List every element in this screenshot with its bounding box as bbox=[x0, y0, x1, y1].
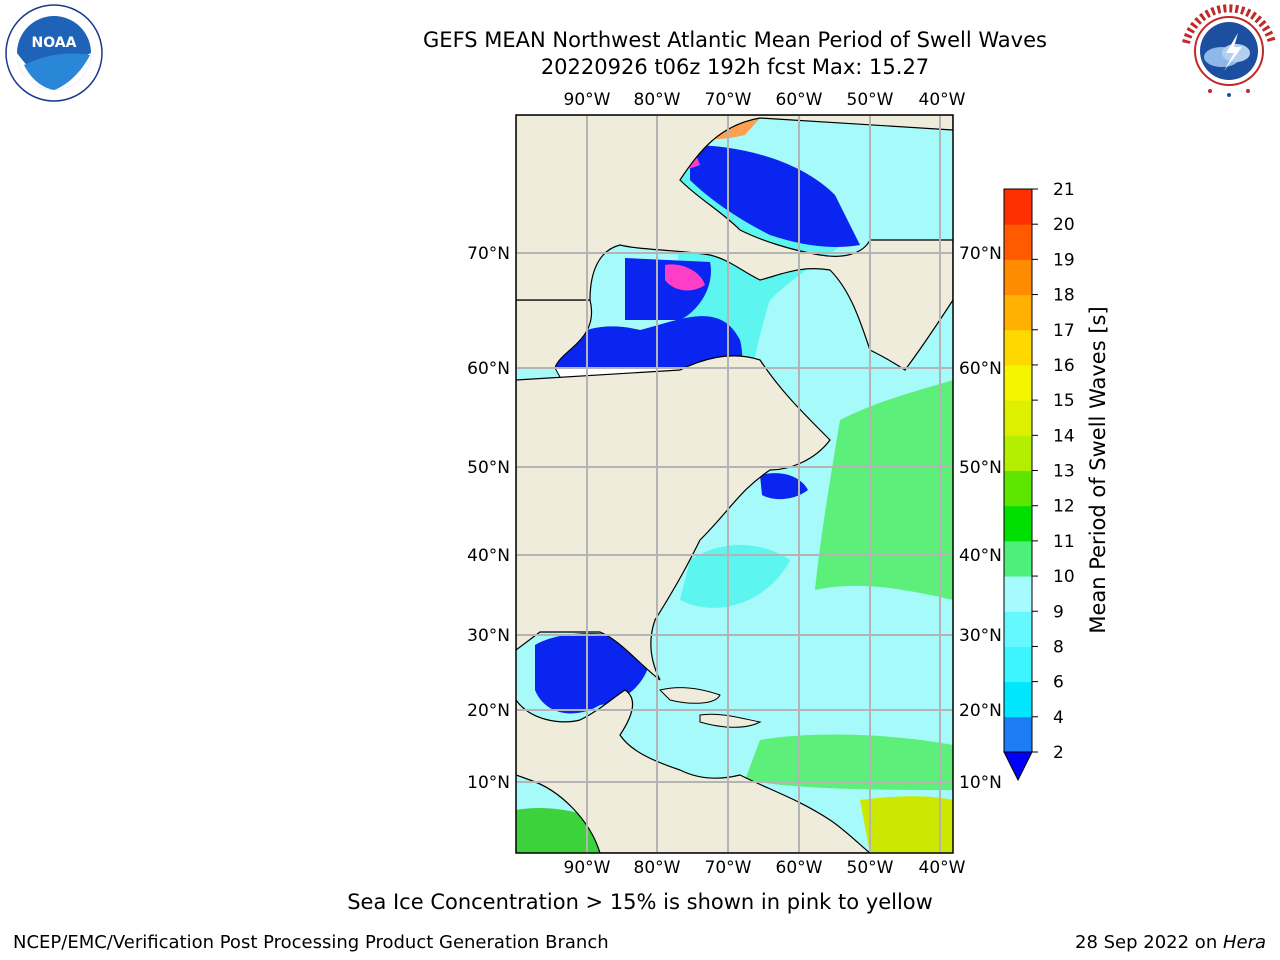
sea-ice-caption: Sea Ice Concentration > 15% is shown in … bbox=[347, 890, 933, 914]
colorbar-segment bbox=[1004, 611, 1032, 647]
colorbar-label: Mean Period of Swell Waves [s] bbox=[1086, 306, 1110, 633]
land-caribbean-islands bbox=[659, 687, 762, 728]
lat-label-left: 30°N bbox=[467, 626, 510, 646]
lat-label-left: 70°N bbox=[467, 244, 510, 264]
colorbar-tick-label: 12 bbox=[1053, 497, 1075, 517]
colorbar-tick-label: 11 bbox=[1053, 532, 1075, 552]
colorbar-segment bbox=[1004, 364, 1032, 401]
noaa-logo: NOAA bbox=[5, 4, 103, 102]
map-frame bbox=[515, 114, 954, 854]
lat-label-right: 60°N bbox=[959, 359, 1002, 379]
colorbar-segment bbox=[1004, 294, 1032, 331]
colorbar-tick-label: 10 bbox=[1053, 567, 1075, 587]
colorbar-segment bbox=[1004, 470, 1032, 507]
gulf-of-st-lawrence-blue bbox=[760, 473, 808, 500]
colorbar-segment bbox=[1004, 259, 1032, 296]
colorbar-segment bbox=[1004, 435, 1032, 471]
colorbar-tick-label: 6 bbox=[1053, 673, 1064, 693]
green-swell-region-tropical bbox=[745, 734, 953, 790]
colorbar-tick-label: 16 bbox=[1053, 356, 1075, 376]
baffin-bay-blue bbox=[690, 145, 860, 247]
colorbar-segment bbox=[1004, 224, 1032, 260]
colorbar-tick-label: 17 bbox=[1053, 321, 1075, 341]
green-swell-region-north bbox=[815, 380, 953, 600]
lat-label-left: 40°N bbox=[467, 546, 510, 566]
colorbar-tick-label: 13 bbox=[1053, 462, 1075, 482]
lon-label-top: 70°W bbox=[705, 90, 752, 110]
sea-ice-foxe bbox=[665, 264, 705, 291]
lat-label-left: 20°N bbox=[467, 701, 510, 721]
gulf-stream-cyan bbox=[680, 545, 790, 608]
land-central-south-america bbox=[516, 689, 871, 853]
lon-label-top: 50°W bbox=[847, 90, 894, 110]
footer-date-text: 28 Sep 2022 on bbox=[1075, 932, 1223, 953]
colorbar-tick-label: 21 bbox=[1053, 180, 1075, 200]
lat-label-right: 20°N bbox=[959, 701, 1002, 721]
land-north-america bbox=[516, 355, 831, 681]
lon-label-bottom: 50°W bbox=[847, 858, 894, 878]
nws-logo bbox=[1182, 4, 1276, 97]
noaa-logo-text: NOAA bbox=[32, 35, 77, 51]
lon-label-bottom: 40°W bbox=[919, 858, 966, 878]
yellow-green-swell-region bbox=[860, 796, 953, 853]
colorbar-segment bbox=[1004, 681, 1032, 718]
lon-label-top: 60°W bbox=[776, 90, 823, 110]
colorbar-tick-label: 2 bbox=[1053, 743, 1064, 763]
colorbar-segment bbox=[1004, 505, 1032, 542]
lat-label-right: 40°N bbox=[959, 546, 1002, 566]
colorbar-tick-label: 8 bbox=[1053, 637, 1064, 657]
colorbar bbox=[1003, 188, 1033, 753]
colorbar-tick-label: 18 bbox=[1053, 286, 1075, 306]
colorbar-tick-label: 14 bbox=[1053, 426, 1075, 446]
lon-label-bottom: 60°W bbox=[776, 858, 823, 878]
map-subtitle: 20220926 t06z 192h fcst Max: 15.27 bbox=[540, 55, 930, 79]
colorbar-tick-label: 15 bbox=[1053, 391, 1075, 411]
footer-date: 28 Sep 2022 on Hera bbox=[1075, 932, 1266, 953]
colorbar-segment bbox=[1004, 400, 1032, 436]
footer-credit: NCEP/EMC/Verification Post Processing Pr… bbox=[13, 932, 609, 953]
lat-label-right: 30°N bbox=[959, 626, 1002, 646]
colorbar-segment bbox=[1004, 540, 1032, 577]
lon-label-top: 80°W bbox=[634, 90, 681, 110]
colorbar-tick-label: 19 bbox=[1053, 250, 1075, 270]
colorbar-segment bbox=[1004, 189, 1032, 225]
colorbar-tick-label: 4 bbox=[1053, 708, 1064, 728]
footer-host: Hera bbox=[1222, 932, 1266, 953]
lat-label-left: 10°N bbox=[467, 773, 510, 793]
colorbar-tick-label: 20 bbox=[1053, 215, 1075, 235]
lon-label-bottom: 80°W bbox=[634, 858, 681, 878]
map-title: GEFS MEAN Northwest Atlantic Mean Period… bbox=[423, 28, 1047, 52]
lon-label-top: 90°W bbox=[564, 90, 611, 110]
colorbar-tick-label: 9 bbox=[1053, 602, 1064, 622]
lon-label-bottom: 90°W bbox=[564, 858, 611, 878]
lat-label-right: 10°N bbox=[959, 773, 1002, 793]
colorbar-segment bbox=[1004, 646, 1032, 683]
colorbar-segment bbox=[1004, 716, 1032, 753]
lat-label-right: 50°N bbox=[959, 458, 1002, 478]
lat-label-left: 50°N bbox=[467, 458, 510, 478]
lon-label-bottom: 70°W bbox=[705, 858, 752, 878]
graticule bbox=[516, 115, 953, 853]
lat-label-right: 70°N bbox=[959, 244, 1002, 264]
colorbar-segment bbox=[1004, 576, 1032, 612]
lat-label-left: 60°N bbox=[467, 359, 510, 379]
lon-label-top: 40°W bbox=[919, 90, 966, 110]
colorbar-under-triangle bbox=[1003, 751, 1033, 782]
colorbar-segment bbox=[1004, 329, 1032, 366]
hudson-bay-blue bbox=[555, 316, 743, 368]
